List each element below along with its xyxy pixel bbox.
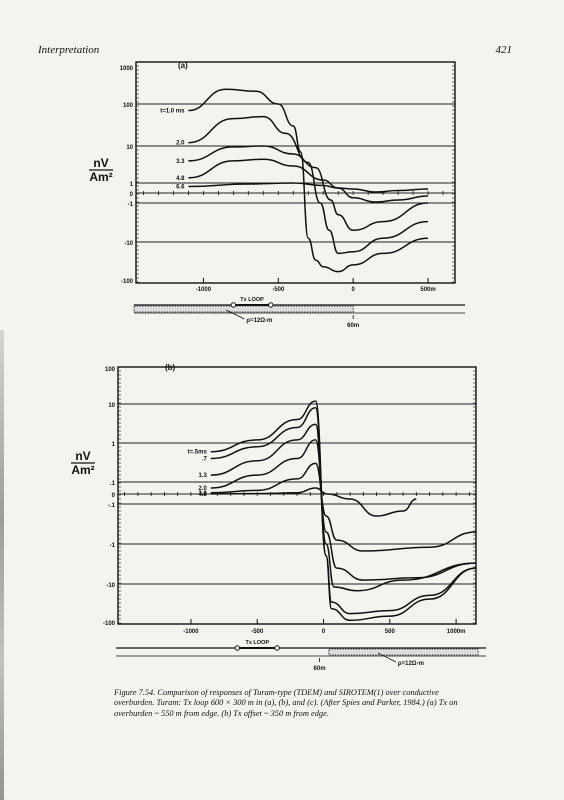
panel-label: (b) (165, 363, 176, 372)
plot-frame (135, 61, 456, 284)
plot-frame (117, 366, 477, 625)
tx-loop-label: Tx LOOP (240, 297, 264, 303)
x-tick-label: 1000m (447, 629, 466, 635)
y-tick-label: -100 (121, 279, 134, 285)
y-tick-label: -10 (124, 241, 133, 247)
y-axis-label-denominator: Am² (89, 170, 112, 184)
series-label: 4.6 (198, 492, 207, 498)
series-line-2 (210, 423, 477, 592)
y-tick-label: 1 (112, 442, 116, 448)
y-axis-label-numerator: nV (75, 449, 90, 463)
running-head: Interpretation (38, 44, 100, 56)
page-edge-shadow (0, 330, 4, 800)
y-tick-label: 1000 (120, 66, 134, 72)
x-tick-label: 0 (351, 287, 355, 293)
tx-loop-end (230, 302, 237, 308)
x-tick-label: 500m (420, 287, 435, 293)
series-line-4 (210, 462, 477, 552)
series-line-0 (210, 400, 477, 622)
resistivity-leader (226, 309, 245, 320)
x-tick-label: 0 (322, 629, 326, 635)
series-label: 3.3 (198, 491, 207, 497)
overburden (328, 648, 479, 656)
x-tick-label: -500 (272, 287, 285, 293)
tx-loop-end (234, 645, 241, 651)
edge-distance-label: 60m (347, 323, 359, 329)
x-tick-label: -1000 (183, 629, 199, 635)
y-tick-label: -1 (128, 202, 134, 208)
x-tick-label: -500 (251, 629, 264, 635)
y-tick-label: 100 (123, 103, 134, 109)
series-label: 6.6 (176, 185, 185, 191)
resistivity-label: ρ=12Ω-m (246, 318, 272, 324)
series-label: t=1.0 ms (160, 109, 185, 115)
panel-label: (a) (178, 61, 188, 70)
geologic-section: Tx LOOP ρ=12Ω-m 60m (116, 640, 486, 672)
tx-loop-end (268, 302, 274, 308)
y-tick-label: .1 (110, 481, 116, 487)
series-line-3 (210, 439, 477, 581)
tx-loop-label: Tx LOOP (245, 640, 269, 646)
series-line-5 (210, 487, 417, 517)
series-label: 1.3 (198, 473, 207, 479)
y-tick-label: 100 (105, 367, 116, 373)
series-line-4 (188, 182, 429, 193)
y-tick-label: -100 (103, 621, 116, 627)
y-axis-label-numerator: nV (93, 156, 108, 170)
series-label: 2.0 (198, 486, 207, 492)
y-tick-label: 10 (108, 403, 115, 409)
y-tick-label: -10 (106, 583, 115, 589)
x-tick-label: -1000 (196, 287, 212, 293)
geologic-section: Tx LOOP ρ=12Ω-m 60m (133, 297, 465, 329)
figure-caption: Figure 7.54. Comparison of responses of … (114, 688, 458, 718)
y-tick-label: 0 (130, 192, 134, 198)
resistivity-label: ρ=12Ω-m (398, 661, 424, 667)
series-label: 2.0 (176, 141, 185, 147)
y-tick-label: 10 (126, 145, 133, 151)
series-label: 3.3 (176, 159, 185, 165)
page-number: 421 (495, 44, 513, 56)
series-label: .7 (202, 457, 208, 463)
overburden (133, 305, 354, 313)
y-tick-label: 1 (130, 182, 134, 188)
y-tick-label: -1 (110, 543, 116, 549)
x-tick-label: 500 (385, 629, 396, 635)
series-line-0 (188, 88, 429, 273)
series-label: t=.5ms (188, 450, 208, 456)
series-line-1 (188, 115, 429, 255)
series-line-1 (210, 407, 477, 615)
resistivity-leader (377, 652, 397, 663)
tx-loop-end (274, 645, 280, 651)
series-label: 4.8 (176, 176, 185, 182)
edge-distance-label: 60m (314, 666, 326, 672)
y-axis-label-denominator: Am² (71, 463, 94, 477)
y-tick-label: 0 (112, 493, 116, 499)
chart-panel-b: 100 10 1 .1 0 -.1 -1 -10 -100 -1000 -500 0 500 1000m (… (71, 363, 486, 672)
series-line-2 (188, 145, 429, 232)
series-line-3 (188, 158, 429, 203)
y-tick-label: -.1 (108, 503, 116, 509)
